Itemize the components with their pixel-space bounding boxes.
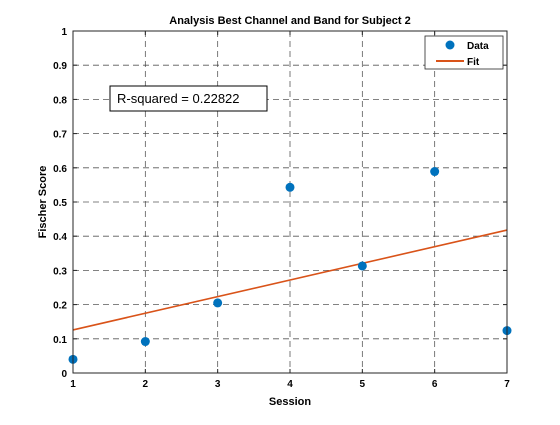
x-tick-label: 6 [432,379,438,390]
y-tick-label: 0.5 [53,198,67,209]
x-tick-label: 3 [215,379,221,390]
data-point [285,182,295,192]
y-tick-label: 0.3 [53,266,67,277]
y-tick-label: 0.1 [53,335,67,346]
annotation-frame [109,85,268,112]
data-point [213,298,223,308]
annotation-text: R-squared = 0.22822 [117,91,240,106]
y-tick-label: 0 [61,369,67,380]
y-tick-label: 0.6 [53,164,67,175]
fit-line [72,229,508,331]
x-tick-label: 5 [360,379,366,390]
y-tick-label: 0.8 [53,95,67,106]
x-axis-label: Session [269,396,311,408]
legend-label-fit: Fit [467,57,480,68]
legend: Data Fit [424,35,504,70]
data-point [140,337,150,347]
y-tick-label: 0.4 [53,232,67,243]
y-axis-label: Fischer Score [37,166,49,239]
y-tick-label: 1 [61,27,67,38]
y-tick-label: 0.9 [53,61,67,72]
annotation-box: R-squared = 0.22822 [109,85,268,112]
ticks-layer: 1 2 3 4 5 6 7 0 0.1 0.2 0.3 0.4 0.5 0.6 0.7 0.8 0.9 1 [53,27,510,390]
data-point [357,261,367,271]
y-tick-label: 0.2 [53,301,67,312]
y-tick-label: 0.7 [53,130,67,141]
x-tick-label: 4 [287,379,293,390]
legend-data-marker [445,40,455,50]
legend-frame [424,35,504,70]
x-tick-label: 7 [504,379,510,390]
legend-label-data: Data [467,41,489,52]
x-tick-label: 2 [143,379,149,390]
chart-title: Analysis Best Channel and Band for Subje… [169,15,410,27]
data-point [430,167,440,177]
x-tick-label: 1 [70,379,76,390]
